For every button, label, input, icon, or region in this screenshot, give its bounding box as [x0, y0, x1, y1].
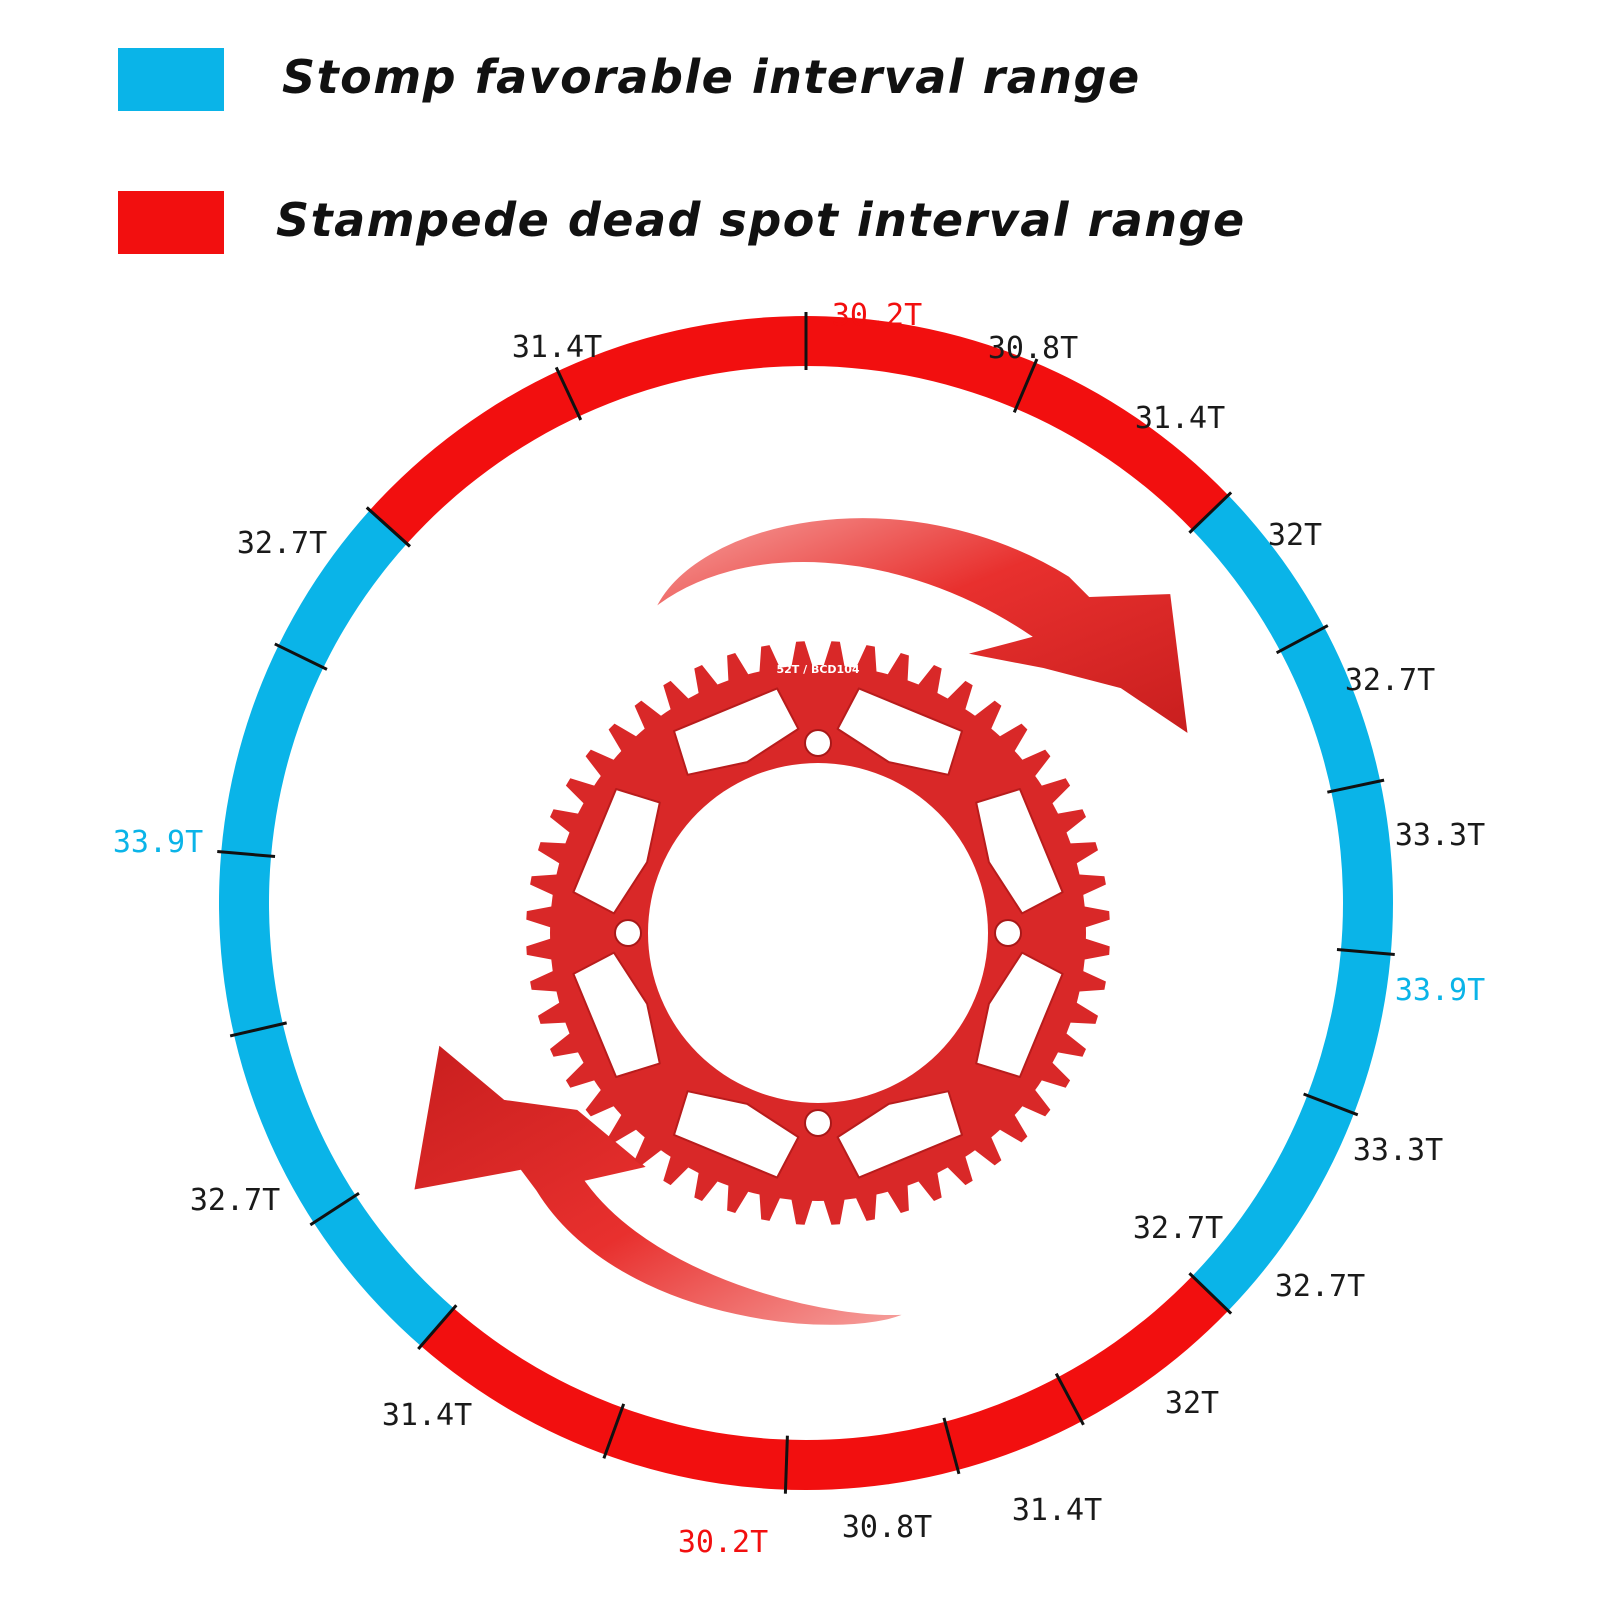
- ring-label: 32.7T: [190, 1183, 280, 1218]
- chainring-center-hole: [648, 763, 988, 1103]
- segment-divider: [309, 1192, 360, 1227]
- ring-label: 33.9T: [1395, 973, 1485, 1008]
- bolt-hole: [614, 919, 642, 947]
- ring-label: 32.7T: [1133, 1211, 1223, 1246]
- ring-label: 33.3T: [1395, 818, 1485, 853]
- ring-label: 30.8T: [842, 1510, 932, 1545]
- chainring-bolt-holes: [614, 729, 1022, 1137]
- ring-label: 32T: [1268, 518, 1322, 553]
- bolt-hole: [994, 919, 1022, 947]
- ring-label: 32.7T: [237, 526, 327, 561]
- ring-label: 32.7T: [1345, 663, 1435, 698]
- ring-segment-dead-spot: [369, 316, 1229, 544]
- segment-divider: [1188, 491, 1233, 534]
- segment-divider: [942, 1417, 961, 1475]
- chainring-window: [673, 1090, 800, 1179]
- legend-swatch-favorable: [118, 48, 224, 111]
- chainring: 52T / BCD104: [526, 641, 1110, 1225]
- chainring-window: [975, 788, 1064, 915]
- chainring-window: [975, 951, 1064, 1078]
- segment-divider: [1012, 358, 1039, 413]
- segment-divider: [217, 849, 276, 859]
- ring-label: 30.2T: [832, 298, 922, 333]
- bolt-hole: [804, 729, 832, 757]
- clockwise-arrow-bottom-icon: [409, 1038, 914, 1329]
- segment-divider: [1336, 947, 1395, 957]
- ring-segment-dead-spot: [420, 1276, 1229, 1490]
- segment-divider: [417, 1304, 458, 1351]
- segment-divider: [1188, 1272, 1233, 1315]
- ring-label: 31.4T: [512, 330, 602, 365]
- segment-divider: [554, 366, 583, 421]
- segment-divider: [1327, 778, 1385, 794]
- ring-segment-favorable: [218, 510, 454, 1347]
- chainring-engraving: 52T / BCD104: [776, 663, 859, 676]
- segment-divider: [783, 1435, 789, 1494]
- legend-label-favorable: Stomp favorable interval range: [282, 50, 1141, 104]
- chainring-window: [572, 788, 661, 915]
- chainring-window: [673, 687, 800, 776]
- ring-label: 33.3T: [1353, 1133, 1443, 1168]
- chainring-window: [836, 687, 963, 776]
- ring-label: 31.4T: [1135, 401, 1225, 436]
- legend-swatch-dead-spot: [118, 191, 224, 254]
- segment-divider: [1303, 1092, 1359, 1117]
- chainring-cutouts: [572, 687, 1064, 1179]
- clockwise-arrow-top-icon: [650, 514, 1193, 742]
- segment-divider: [1275, 624, 1329, 655]
- segment-divider: [229, 1021, 287, 1038]
- ring-segment-favorable: [1192, 495, 1393, 1311]
- ring-label: 32.7T: [1275, 1269, 1365, 1304]
- segment-divider: [365, 506, 411, 548]
- ring-labels: 30.2T 30.8T 31.4T 32T 32.7T 33.3T 33.9T 33.3T 32…: [113, 298, 1485, 1560]
- legend-label-dead-spot: Stampede dead spot interval range: [276, 193, 1246, 247]
- segment-divider: [1054, 1372, 1085, 1426]
- chainring-window: [572, 951, 661, 1078]
- segment-divider: [602, 1403, 626, 1459]
- ring-label: 30.8T: [988, 331, 1078, 366]
- ring-label: 31.4T: [1012, 1493, 1102, 1528]
- ring-label: 31.4T: [382, 1398, 472, 1433]
- ring-label: 30.2T: [678, 1525, 768, 1560]
- interval-ring: [218, 316, 1393, 1490]
- ring-label: 32T: [1165, 1386, 1219, 1421]
- chainring-window: [836, 1090, 963, 1179]
- segment-divider: [274, 642, 328, 671]
- segment-dividers: [217, 312, 1395, 1494]
- bolt-hole: [804, 1109, 832, 1137]
- ring-label: 33.9T: [113, 825, 203, 860]
